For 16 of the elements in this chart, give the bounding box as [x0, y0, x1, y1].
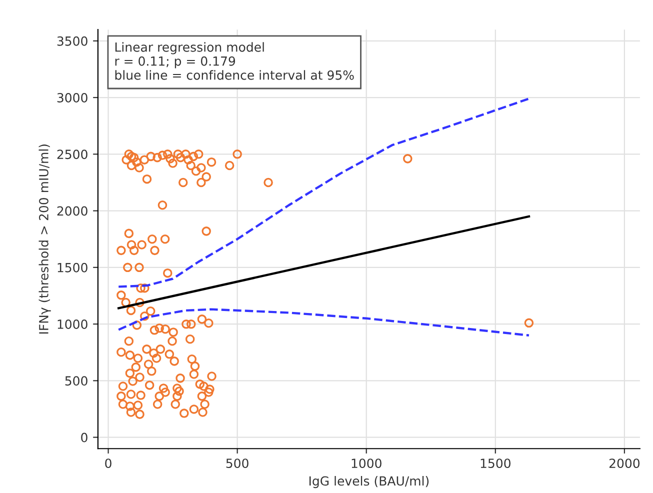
annotation: Linear regression model r = 0.11; p = 0.179 blue line = confidence interval at 95% [115, 42, 354, 80]
x-axis-title: IgG levels (BAU/ml) [309, 476, 429, 488]
y-tick-label: 2000 [57, 206, 88, 216]
y-tick-label: 500 [65, 376, 88, 386]
x-tick-label: 1500 [480, 458, 510, 468]
y-tick-label: 1500 [58, 262, 88, 272]
x-tick-label: 2000 [609, 458, 640, 468]
y-tick-label: 2500 [57, 150, 88, 160]
y-axis-title: IFNγ (threshold > 200 mIU/ml) [38, 144, 51, 334]
y-tick-label: 1000 [58, 320, 88, 329]
x-tick-label: 500 [226, 458, 248, 468]
y-tick-label: 3000 [57, 93, 88, 102]
y-tick-label: 3500 [57, 36, 88, 46]
x-tick-label: 1000 [352, 458, 382, 468]
y-tick-label: 0 [81, 432, 88, 442]
x-tick-label: 0 [105, 458, 112, 468]
